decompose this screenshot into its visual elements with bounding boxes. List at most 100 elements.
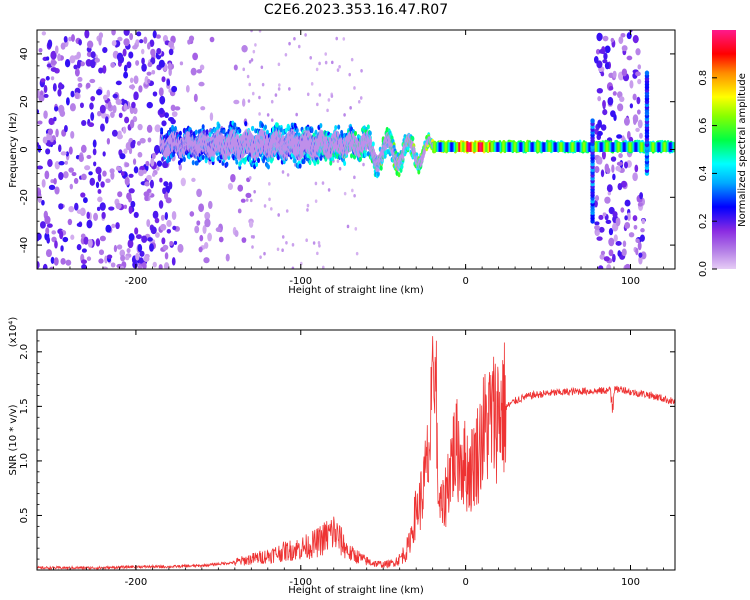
spectrogram-cell — [636, 96, 641, 105]
spectrogram-cell — [598, 142, 600, 152]
spectrogram-cell — [616, 134, 623, 139]
spectrogram-cell — [248, 82, 252, 87]
spectrogram-cell — [285, 241, 288, 245]
spectrogram-cell — [268, 182, 271, 186]
spectrogram-cell — [248, 176, 252, 180]
spectrogram-cell — [460, 142, 462, 152]
spectrogram-cell — [50, 76, 55, 81]
spectrogram-cell — [477, 142, 480, 152]
colorbar-label: Normalized spectral amplitude — [737, 73, 748, 227]
spectrogram-cell — [522, 142, 524, 152]
spectrogram-cell — [270, 207, 273, 211]
spectrogram-cell — [48, 184, 56, 191]
spectrogram-cell — [118, 112, 123, 119]
spectrogram-y-tick-label: 20 — [19, 95, 30, 108]
spectrogram-cell — [600, 169, 605, 178]
spectrogram-cell — [133, 75, 139, 84]
spectrogram-cell — [594, 165, 600, 174]
spectrogram-cell — [509, 142, 511, 152]
spectrogram-cell — [603, 142, 605, 152]
spectrogram-cell — [306, 203, 310, 208]
spectrogram-cell — [468, 142, 471, 152]
spectrogram-cell — [270, 118, 274, 122]
spectrogram-cell — [98, 67, 104, 74]
spectrogram-cell — [192, 52, 199, 61]
spectrogram-cell — [542, 142, 544, 152]
spectrogram-cell — [99, 104, 106, 114]
spectrogram-cell — [486, 142, 488, 152]
spectrogram-cell — [128, 51, 134, 59]
spectrogram-cell — [310, 127, 314, 134]
spectrogram-cell — [116, 244, 123, 250]
spectrogram-cell — [441, 142, 443, 152]
spectrogram-cell — [520, 142, 522, 152]
spectrogram-cell — [527, 142, 529, 152]
spectrogram-cell — [559, 142, 561, 152]
spectrogram-cell — [309, 56, 313, 60]
spectrogram-cell — [38, 47, 43, 53]
spectrogram-cell — [617, 250, 622, 257]
spectrogram-cell — [655, 142, 657, 152]
spectrogram-cell — [351, 188, 354, 193]
spectrogram-cell — [178, 130, 182, 136]
spectrogram-cell — [251, 125, 255, 132]
spectrogram-cell — [57, 88, 62, 97]
spectrogram-cell — [68, 167, 74, 173]
spectrogram-cell — [102, 170, 107, 177]
spectrogram-cell — [327, 98, 331, 102]
spectrogram-cell — [286, 173, 290, 177]
spectrogram-cell — [636, 109, 641, 115]
spectrogram-cell — [135, 234, 142, 240]
spectrogram-cell — [86, 219, 93, 229]
spectrogram-cell — [600, 124, 607, 131]
spectrogram-cell — [474, 142, 476, 152]
spectrogram-cell — [473, 142, 476, 152]
spectrogram-cell — [86, 256, 92, 261]
spectrogram-cell — [142, 262, 147, 269]
spectrogram-cell — [152, 30, 157, 39]
spectrogram-cell — [454, 142, 456, 152]
spectrogram-cell — [79, 61, 86, 67]
spectrogram-cell — [250, 30, 253, 33]
spectrogram-cell — [549, 142, 551, 152]
spectrogram-cell — [102, 151, 106, 157]
colorbar-tick-label: 0.6 — [698, 118, 709, 134]
spectrogram-cell — [601, 142, 603, 152]
spectrogram-cell — [76, 244, 82, 251]
spectrogram-cell — [567, 142, 569, 152]
spectrogram-cell — [306, 208, 309, 212]
spectrogram-cell — [141, 63, 147, 72]
spectrogram-cell — [630, 142, 632, 152]
spectrogram-cell — [257, 157, 261, 163]
spectrogram-cell — [123, 71, 129, 79]
spectrogram-cell — [612, 70, 617, 79]
spectrogram-cell — [44, 215, 51, 225]
spectrogram-cell — [41, 31, 47, 36]
spectrogram-cell — [558, 142, 560, 152]
spectrogram-cell — [449, 142, 451, 152]
spectrogram-cell — [589, 142, 591, 152]
spectrogram-cell — [465, 142, 467, 152]
spectrogram-cell — [643, 142, 645, 152]
spectrogram-cell — [637, 241, 642, 251]
spectrogram-cell — [158, 59, 165, 68]
spectrogram-cell — [86, 154, 92, 159]
spectrogram-cell — [98, 249, 105, 256]
spectrogram-cell — [99, 202, 106, 211]
spectrogram-cell — [607, 96, 614, 106]
spectrogram-cell — [610, 156, 617, 162]
spectrogram-cell — [233, 99, 240, 105]
spectrogram-cell — [164, 112, 169, 119]
spectrogram-cell — [139, 250, 145, 257]
spectrogram-cell — [198, 246, 203, 253]
spectrogram-cell — [531, 142, 533, 152]
spectrogram-cell — [149, 39, 155, 48]
spectrogram-cell — [135, 252, 140, 261]
spectrogram-cell — [222, 129, 226, 135]
spectrogram-cell — [637, 142, 639, 152]
spectrogram-cell — [617, 182, 623, 191]
spectrogram-cell — [227, 183, 234, 191]
spectrogram-cell — [63, 35, 68, 43]
spectrogram-cell — [456, 142, 458, 152]
